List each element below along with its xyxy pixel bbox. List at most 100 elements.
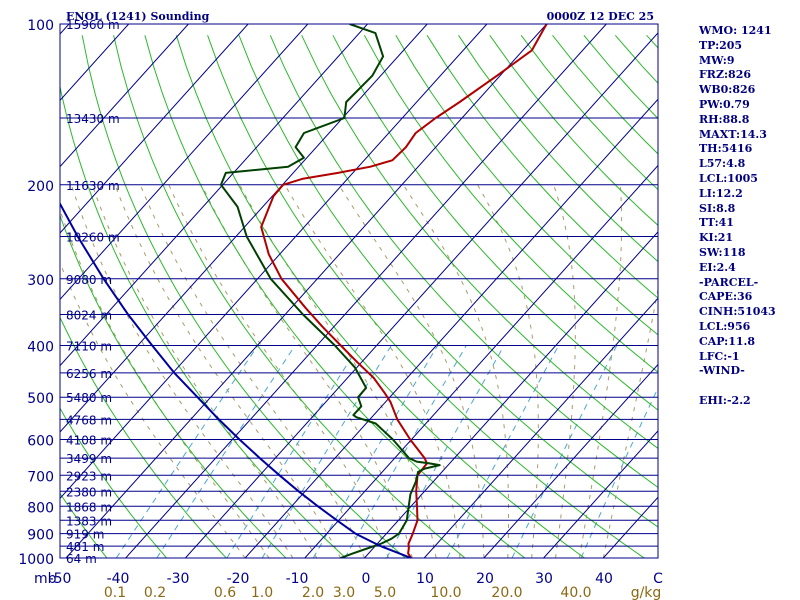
height-label: 6256 m: [66, 367, 112, 381]
temperature-tick-label: 20: [476, 571, 494, 587]
stat-item: WMO: 1241: [699, 24, 772, 37]
stat-item: LCL:956: [699, 319, 751, 333]
stat-item: -PARCEL-: [699, 275, 759, 289]
mixing-ratio-tick-label: 1.0: [251, 585, 273, 600]
moist-adiabat-line: [91, 184, 318, 558]
moist-adiabat-line: [602, 286, 658, 558]
isotherm-line: [60, 24, 428, 433]
height-label: 2380 m: [66, 485, 112, 499]
height-label: 10260 m: [66, 230, 120, 244]
isotherm-line: [185, 32, 658, 558]
dry-adiabat-line: [269, 35, 658, 488]
height-labels: 15960 m 13430 m 11630 m 10260 m 9080 m 8024 m…: [66, 18, 120, 566]
pressure-tick-label: 500: [27, 391, 54, 407]
height-label: 7110 m: [66, 340, 112, 354]
stat-item: CINH:51043: [699, 305, 776, 319]
mixing-ratio-unit-label: g/kg: [631, 585, 662, 600]
height-label: 4108 m: [66, 434, 112, 448]
mixing-ratio-tick-label: 0.1: [104, 585, 126, 600]
height-label: 64 m: [66, 552, 97, 566]
isotherm-line: [60, 24, 249, 234]
stat-item: TH:5416: [699, 142, 753, 156]
moist-adiabat-line: [578, 184, 623, 558]
mixing-ratio-tick-labels: 0.1 0.2 0.6 1.0 2.0 3.0 5.0 10.0 20.0 40.0: [104, 585, 592, 600]
sounding-indices: WMO: 1241 TP:205 MW:9 FRZ:826 WB0:826 PW:0.79…: [699, 24, 799, 409]
dry-adiabat-line: [332, 35, 658, 411]
height-label: 919 m: [66, 528, 104, 542]
isotherm-line: [60, 24, 189, 168]
mixing-ratio-line: [226, 345, 360, 558]
moist-adiabat-line: [60, 261, 246, 558]
temperature-tick-label: -40: [107, 571, 130, 587]
temperature-tick-label: -50: [49, 571, 72, 587]
moist-adiabat-line: [402, 184, 509, 558]
moist-adiabat-line: [70, 184, 294, 558]
height-label: 15960 m: [66, 18, 120, 32]
stat-item: LI:12.2: [699, 186, 743, 200]
stat-item: [699, 379, 799, 394]
mixing-ratio-tick-label: 10.0: [430, 585, 461, 600]
moist-adiabats: [60, 184, 658, 558]
dry-adiabat-line: [363, 35, 658, 373]
dewpoint-line: [220, 24, 441, 558]
temperature-tick-label: 30: [535, 571, 553, 587]
moist-adiabat-line: [114, 184, 342, 558]
stat-item: TP:205: [699, 38, 743, 52]
mixing-ratio-line: [580, 387, 658, 558]
dry-adiabat-line: [113, 35, 466, 558]
stat-item: KI:21: [699, 231, 734, 245]
dry-adiabat-line: [60, 316, 227, 558]
parcel-line: [60, 201, 412, 558]
stat-item: LFC:-1: [699, 349, 740, 363]
stat-item: WB0:826: [699, 83, 756, 97]
height-label: 1383 m: [66, 514, 112, 528]
plot-frame: [59, 23, 659, 559]
moist-adiabat-line: [60, 208, 270, 558]
stat-item: FRZ:826: [699, 68, 752, 82]
dry-adiabat-line: [60, 492, 108, 558]
height-label: 481 m: [66, 540, 104, 554]
isotherm-line: [483, 363, 658, 558]
chart-title: ENOL (1241) Sounding: [66, 10, 210, 23]
mixing-ratio-tick-label: 0.2: [144, 585, 166, 600]
dry-adiabat-line: [144, 35, 526, 558]
isotherm-line: [0, 24, 9, 558]
isotherm-line: [543, 430, 658, 558]
isotherm-line: [244, 98, 658, 558]
temperature-tick-label: C: [653, 571, 663, 587]
stat-item: MW:9: [699, 53, 735, 67]
dry-adiabats: [60, 34, 658, 558]
height-label: 11630 m: [66, 179, 120, 193]
temperature-tick-label: -10: [286, 571, 309, 587]
height-label: 8024 m: [66, 309, 112, 323]
temperature-tick-label: 0: [362, 571, 371, 587]
temperature-tick-label: 10: [416, 571, 434, 587]
stat-item: EHI:-2.2: [699, 393, 751, 407]
isotherm-line: [423, 297, 658, 558]
mixing-ratio-tick-label: 5.0: [374, 585, 396, 600]
isotherm-line: [125, 24, 607, 558]
dry-adiabat-line: [238, 35, 658, 528]
height-label: 13430 m: [66, 112, 120, 126]
pressure-tick-label: 900: [27, 528, 54, 544]
temperature-tick-label: -30: [167, 571, 190, 587]
stat-item: L57:4.8: [699, 157, 746, 171]
pressure-tick-labels: 100 200 300 400 500 600 700 800 900 1000: [18, 18, 54, 568]
pressure-unit-label: mb: [34, 571, 57, 587]
stat-item: -WIND-: [699, 364, 745, 378]
height-label: 5480 m: [66, 391, 112, 405]
isotherm-line: [60, 24, 488, 500]
temperature-line: [260, 24, 548, 558]
stat-item: TT:41: [699, 216, 734, 230]
pressure-tick-label: 700: [27, 469, 54, 485]
temperature-tick-label: -20: [227, 571, 250, 587]
dry-adiabat-line: [395, 35, 658, 336]
dry-adiabat-line: [301, 35, 658, 450]
valid-time: 0000Z 12 DEC 25: [547, 10, 654, 23]
dry-adiabat-line: [60, 214, 287, 558]
isotherm-line: [304, 164, 658, 558]
mixing-ratio-tick-label: 2.0: [302, 585, 324, 600]
moist-adiabat-line: [553, 184, 576, 558]
isotherm-line: [65, 24, 547, 558]
